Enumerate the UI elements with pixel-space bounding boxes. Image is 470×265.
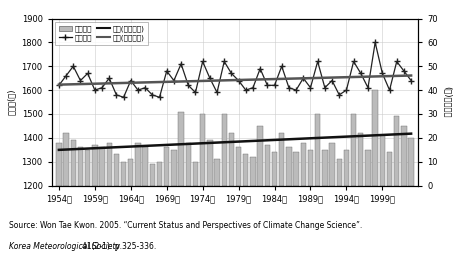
Bar (387, 152, 392, 186)
Bar (70, 140, 76, 186)
Bar (351, 114, 356, 186)
Bar (365, 150, 371, 186)
Bar (344, 150, 349, 186)
Bar (358, 133, 363, 186)
Bar (329, 143, 335, 186)
Bar (236, 147, 241, 185)
Bar (372, 90, 378, 186)
Text: Source: Won Tae Kwon. 2005. “Current Status and Perspectives of Climate Change S: Source: Won Tae Kwon. 2005. “Current Sta… (9, 221, 363, 230)
Bar (380, 135, 385, 185)
Bar (107, 143, 112, 186)
Bar (279, 133, 284, 186)
Bar (286, 147, 291, 185)
Bar (308, 150, 313, 186)
Bar (85, 150, 90, 186)
Bar (171, 150, 177, 186)
Bar (63, 133, 69, 186)
Bar (293, 152, 299, 186)
Bar (128, 159, 133, 185)
Bar (401, 126, 407, 186)
Bar (394, 116, 399, 186)
Bar (207, 140, 212, 186)
Bar (114, 154, 119, 185)
Y-axis label: (일)수일수강: (일)수일수강 (443, 86, 452, 118)
Bar (149, 164, 155, 186)
Bar (315, 114, 321, 186)
Text: Korea Meteorological Society: Korea Meteorological Society (9, 242, 123, 251)
Bar (272, 152, 277, 186)
Bar (186, 143, 191, 186)
Bar (229, 133, 234, 186)
Bar (142, 147, 148, 185)
Bar (200, 114, 205, 186)
Bar (92, 145, 97, 186)
Bar (408, 138, 414, 186)
Bar (78, 147, 83, 185)
Bar (258, 126, 263, 186)
Bar (221, 114, 227, 186)
Bar (322, 150, 328, 186)
Bar (337, 159, 342, 185)
Legend: 호우일수, 강수일수, 선형(호우일수), 선형(강수일수): 호우일수, 강수일수, 선형(호우일수), 선형(강수일수) (55, 22, 148, 45)
Y-axis label: 강수량(만): 강수량(만) (7, 89, 16, 115)
Bar (193, 162, 198, 186)
Bar (135, 143, 141, 186)
Bar (179, 112, 184, 186)
Bar (214, 159, 219, 185)
Bar (243, 154, 249, 185)
Bar (56, 143, 62, 186)
Bar (121, 162, 126, 186)
Bar (99, 147, 105, 185)
Bar (164, 147, 169, 185)
Bar (157, 162, 162, 186)
Bar (265, 145, 270, 186)
Text: 41(2-1): p.325-336.: 41(2-1): p.325-336. (82, 242, 157, 251)
Bar (250, 157, 256, 186)
Bar (301, 143, 306, 186)
